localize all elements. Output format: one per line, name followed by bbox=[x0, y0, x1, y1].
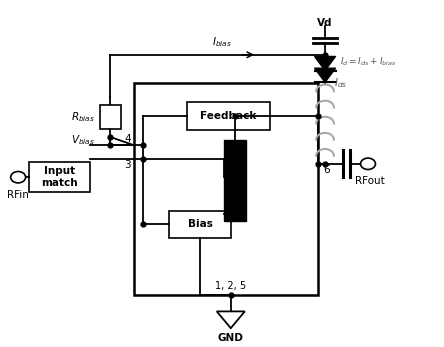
Text: GND: GND bbox=[218, 333, 244, 343]
Text: Feedback: Feedback bbox=[200, 111, 257, 121]
Bar bbox=[170, 211, 231, 238]
Text: RFout: RFout bbox=[355, 176, 385, 186]
Bar bbox=[99, 105, 121, 129]
Text: 4: 4 bbox=[124, 134, 131, 144]
Text: $V_{bias}$: $V_{bias}$ bbox=[71, 133, 95, 147]
Text: $R_{bias}$: $R_{bias}$ bbox=[71, 110, 95, 124]
Text: 6: 6 bbox=[324, 166, 330, 176]
Text: 3: 3 bbox=[124, 160, 131, 170]
Text: $I_{ds}$: $I_{ds}$ bbox=[334, 76, 347, 90]
Circle shape bbox=[361, 158, 376, 169]
Bar bbox=[135, 83, 318, 295]
Bar bbox=[187, 102, 270, 130]
Circle shape bbox=[11, 171, 26, 183]
Polygon shape bbox=[314, 57, 336, 70]
Polygon shape bbox=[217, 311, 245, 328]
Text: Bias: Bias bbox=[188, 219, 213, 229]
Bar bbox=[29, 162, 91, 192]
Text: $I_{bias}$: $I_{bias}$ bbox=[212, 35, 232, 49]
Text: Input
match: Input match bbox=[41, 167, 78, 188]
Text: RFin: RFin bbox=[7, 190, 29, 200]
Bar bbox=[224, 140, 246, 221]
Polygon shape bbox=[314, 68, 336, 82]
Text: Vd: Vd bbox=[317, 18, 333, 28]
Text: $I_d = I_{ds} + I_{bias}$: $I_d = I_{ds} + I_{bias}$ bbox=[341, 55, 397, 68]
Text: 1, 2, 5: 1, 2, 5 bbox=[215, 281, 246, 290]
